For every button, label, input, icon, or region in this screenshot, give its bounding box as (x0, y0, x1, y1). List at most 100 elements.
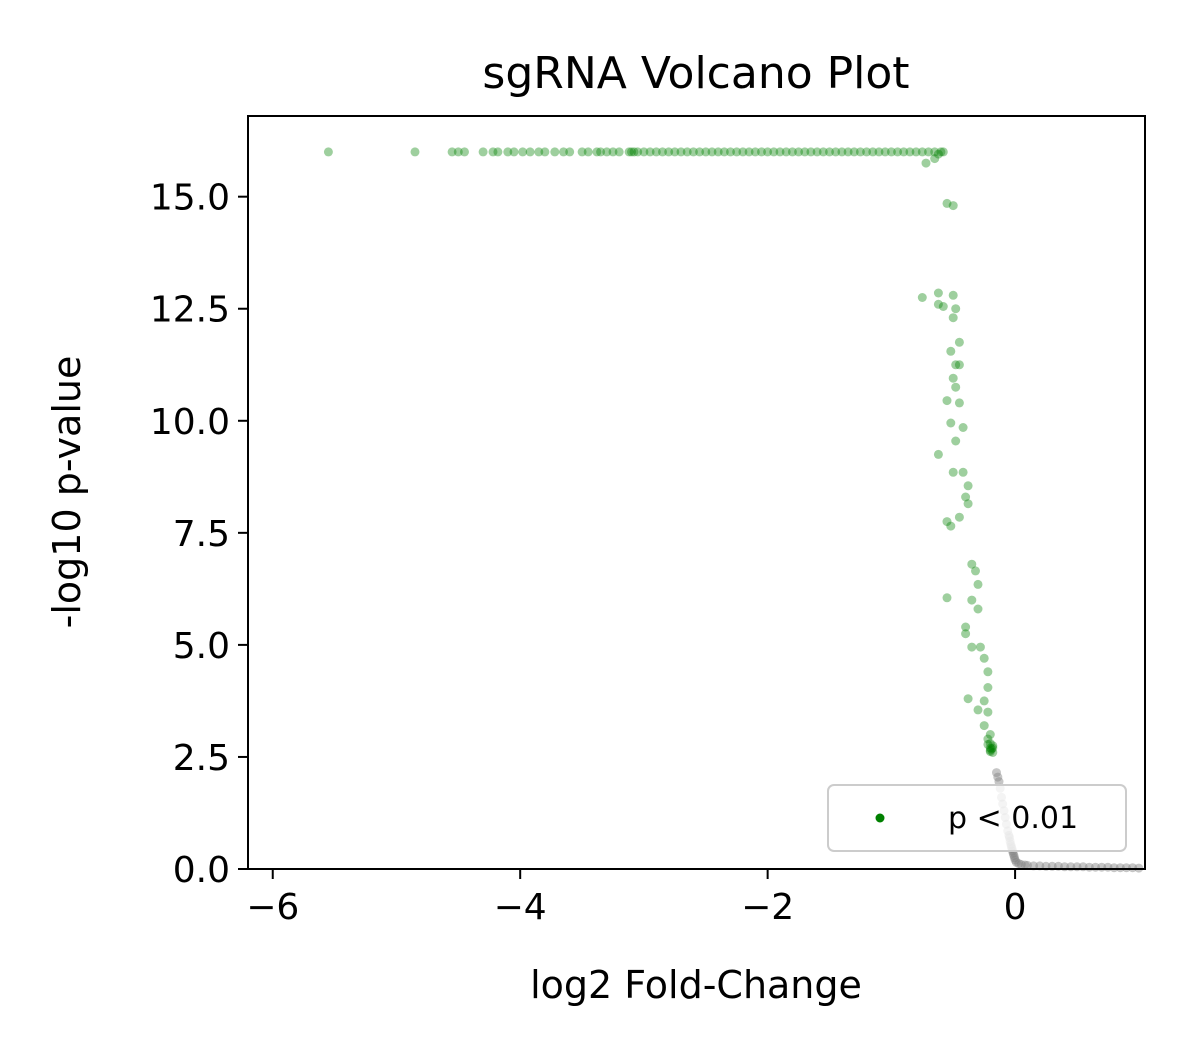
data-point-significant (921, 158, 931, 168)
data-point-significant (985, 747, 995, 757)
x-axis-label: log2 Fold-Change (530, 963, 862, 1007)
data-point-significant (534, 147, 544, 157)
data-point-significant (874, 147, 884, 157)
data-point-significant (540, 147, 550, 157)
plot-frame (247, 115, 1146, 870)
data-point-significant (565, 147, 575, 157)
data-point-significant (775, 147, 785, 157)
data-point-nonsignificant (1011, 857, 1021, 867)
x-tick-label: −4 (494, 887, 547, 928)
data-point-significant (658, 147, 667, 157)
data-point-significant (447, 147, 457, 157)
data-point-significant (979, 721, 989, 731)
data-point-significant (933, 449, 943, 459)
data-point-significant (954, 512, 964, 522)
legend-label: p < 0.01 (948, 801, 1078, 836)
data-point-significant (961, 622, 971, 632)
data-point-significant (682, 147, 692, 157)
data-point-significant (942, 396, 952, 406)
data-point-significant (983, 683, 993, 692)
data-point-significant (787, 147, 797, 157)
data-point-significant (695, 147, 705, 157)
data-point-nonsignificant (1020, 860, 1030, 870)
data-point-significant (781, 147, 791, 157)
data-point-significant (936, 147, 946, 157)
data-point-significant (509, 147, 519, 157)
data-point-significant (961, 492, 971, 502)
data-point-significant (983, 707, 993, 717)
legend: p < 0.01 (827, 784, 1127, 852)
data-point-significant (886, 147, 896, 157)
data-point-significant (583, 147, 593, 157)
data-point-significant (868, 147, 878, 157)
data-point-significant (938, 147, 948, 157)
data-point-significant (651, 147, 661, 157)
data-point-significant (688, 147, 698, 157)
data-point-significant (602, 147, 612, 157)
x-tick-label: −6 (246, 887, 299, 928)
y-tick-label: 10.0 (150, 402, 230, 443)
data-point-significant (973, 705, 983, 715)
data-point-significant (825, 147, 834, 157)
data-point-significant (958, 423, 968, 432)
data-point-significant (732, 147, 742, 157)
data-point-significant (453, 147, 463, 157)
data-point-significant (967, 595, 977, 605)
data-point-significant (410, 147, 420, 157)
data-point-significant (738, 147, 748, 157)
data-point-significant (954, 337, 964, 347)
data-point-significant (460, 147, 469, 157)
data-point-significant (963, 499, 973, 509)
data-point-significant (948, 467, 958, 477)
data-point-significant (614, 147, 624, 157)
legend-marker (875, 813, 885, 823)
data-point-significant (942, 198, 952, 208)
data-point-significant (862, 147, 872, 157)
data-point-nonsignificant (1010, 853, 1019, 863)
data-point-significant (806, 147, 816, 157)
data-point-significant (948, 313, 958, 323)
data-point-significant (946, 346, 956, 356)
data-point-significant (967, 559, 977, 569)
data-point-significant (670, 147, 680, 157)
data-point-significant (948, 290, 958, 300)
data-point-significant (800, 147, 810, 157)
data-point-significant (985, 743, 995, 753)
y-tick-label: 15.0 (150, 178, 230, 219)
y-tick-label: 2.5 (173, 738, 230, 779)
y-tick-label: 12.5 (150, 290, 230, 331)
data-point-significant (911, 147, 921, 157)
data-point-significant (769, 147, 779, 157)
data-point-nonsignificant (993, 772, 1003, 782)
data-point-significant (985, 730, 995, 739)
data-point-significant (726, 147, 735, 157)
data-point-significant (930, 147, 940, 157)
data-point-significant (645, 147, 655, 157)
data-point-significant (577, 147, 587, 157)
data-point-significant (933, 149, 943, 159)
data-point-significant (975, 642, 985, 652)
data-point-significant (948, 201, 958, 211)
data-point-significant (983, 739, 993, 749)
data-point-significant (837, 147, 847, 157)
data-point-significant (917, 147, 927, 157)
data-point-significant (757, 147, 766, 157)
data-point-significant (971, 566, 980, 576)
y-axis-label: -log10 p-value (45, 356, 89, 629)
data-point-significant (676, 147, 686, 157)
data-point-significant (664, 147, 674, 157)
legend-box (827, 784, 1127, 852)
data-point-significant (503, 147, 513, 157)
data-point-nonsignificant (992, 768, 1001, 778)
data-point-significant (954, 398, 964, 408)
data-point-significant (831, 147, 841, 157)
data-point-significant (951, 382, 961, 392)
data-point-significant (629, 147, 639, 157)
data-point-significant (958, 467, 968, 477)
chart-title: sgRNA Volcano Plot (482, 48, 909, 99)
data-point-significant (323, 147, 333, 157)
data-point-significant (946, 521, 956, 531)
data-point-significant (880, 147, 890, 157)
data-point-significant (518, 147, 528, 157)
data-point-significant (951, 360, 961, 370)
